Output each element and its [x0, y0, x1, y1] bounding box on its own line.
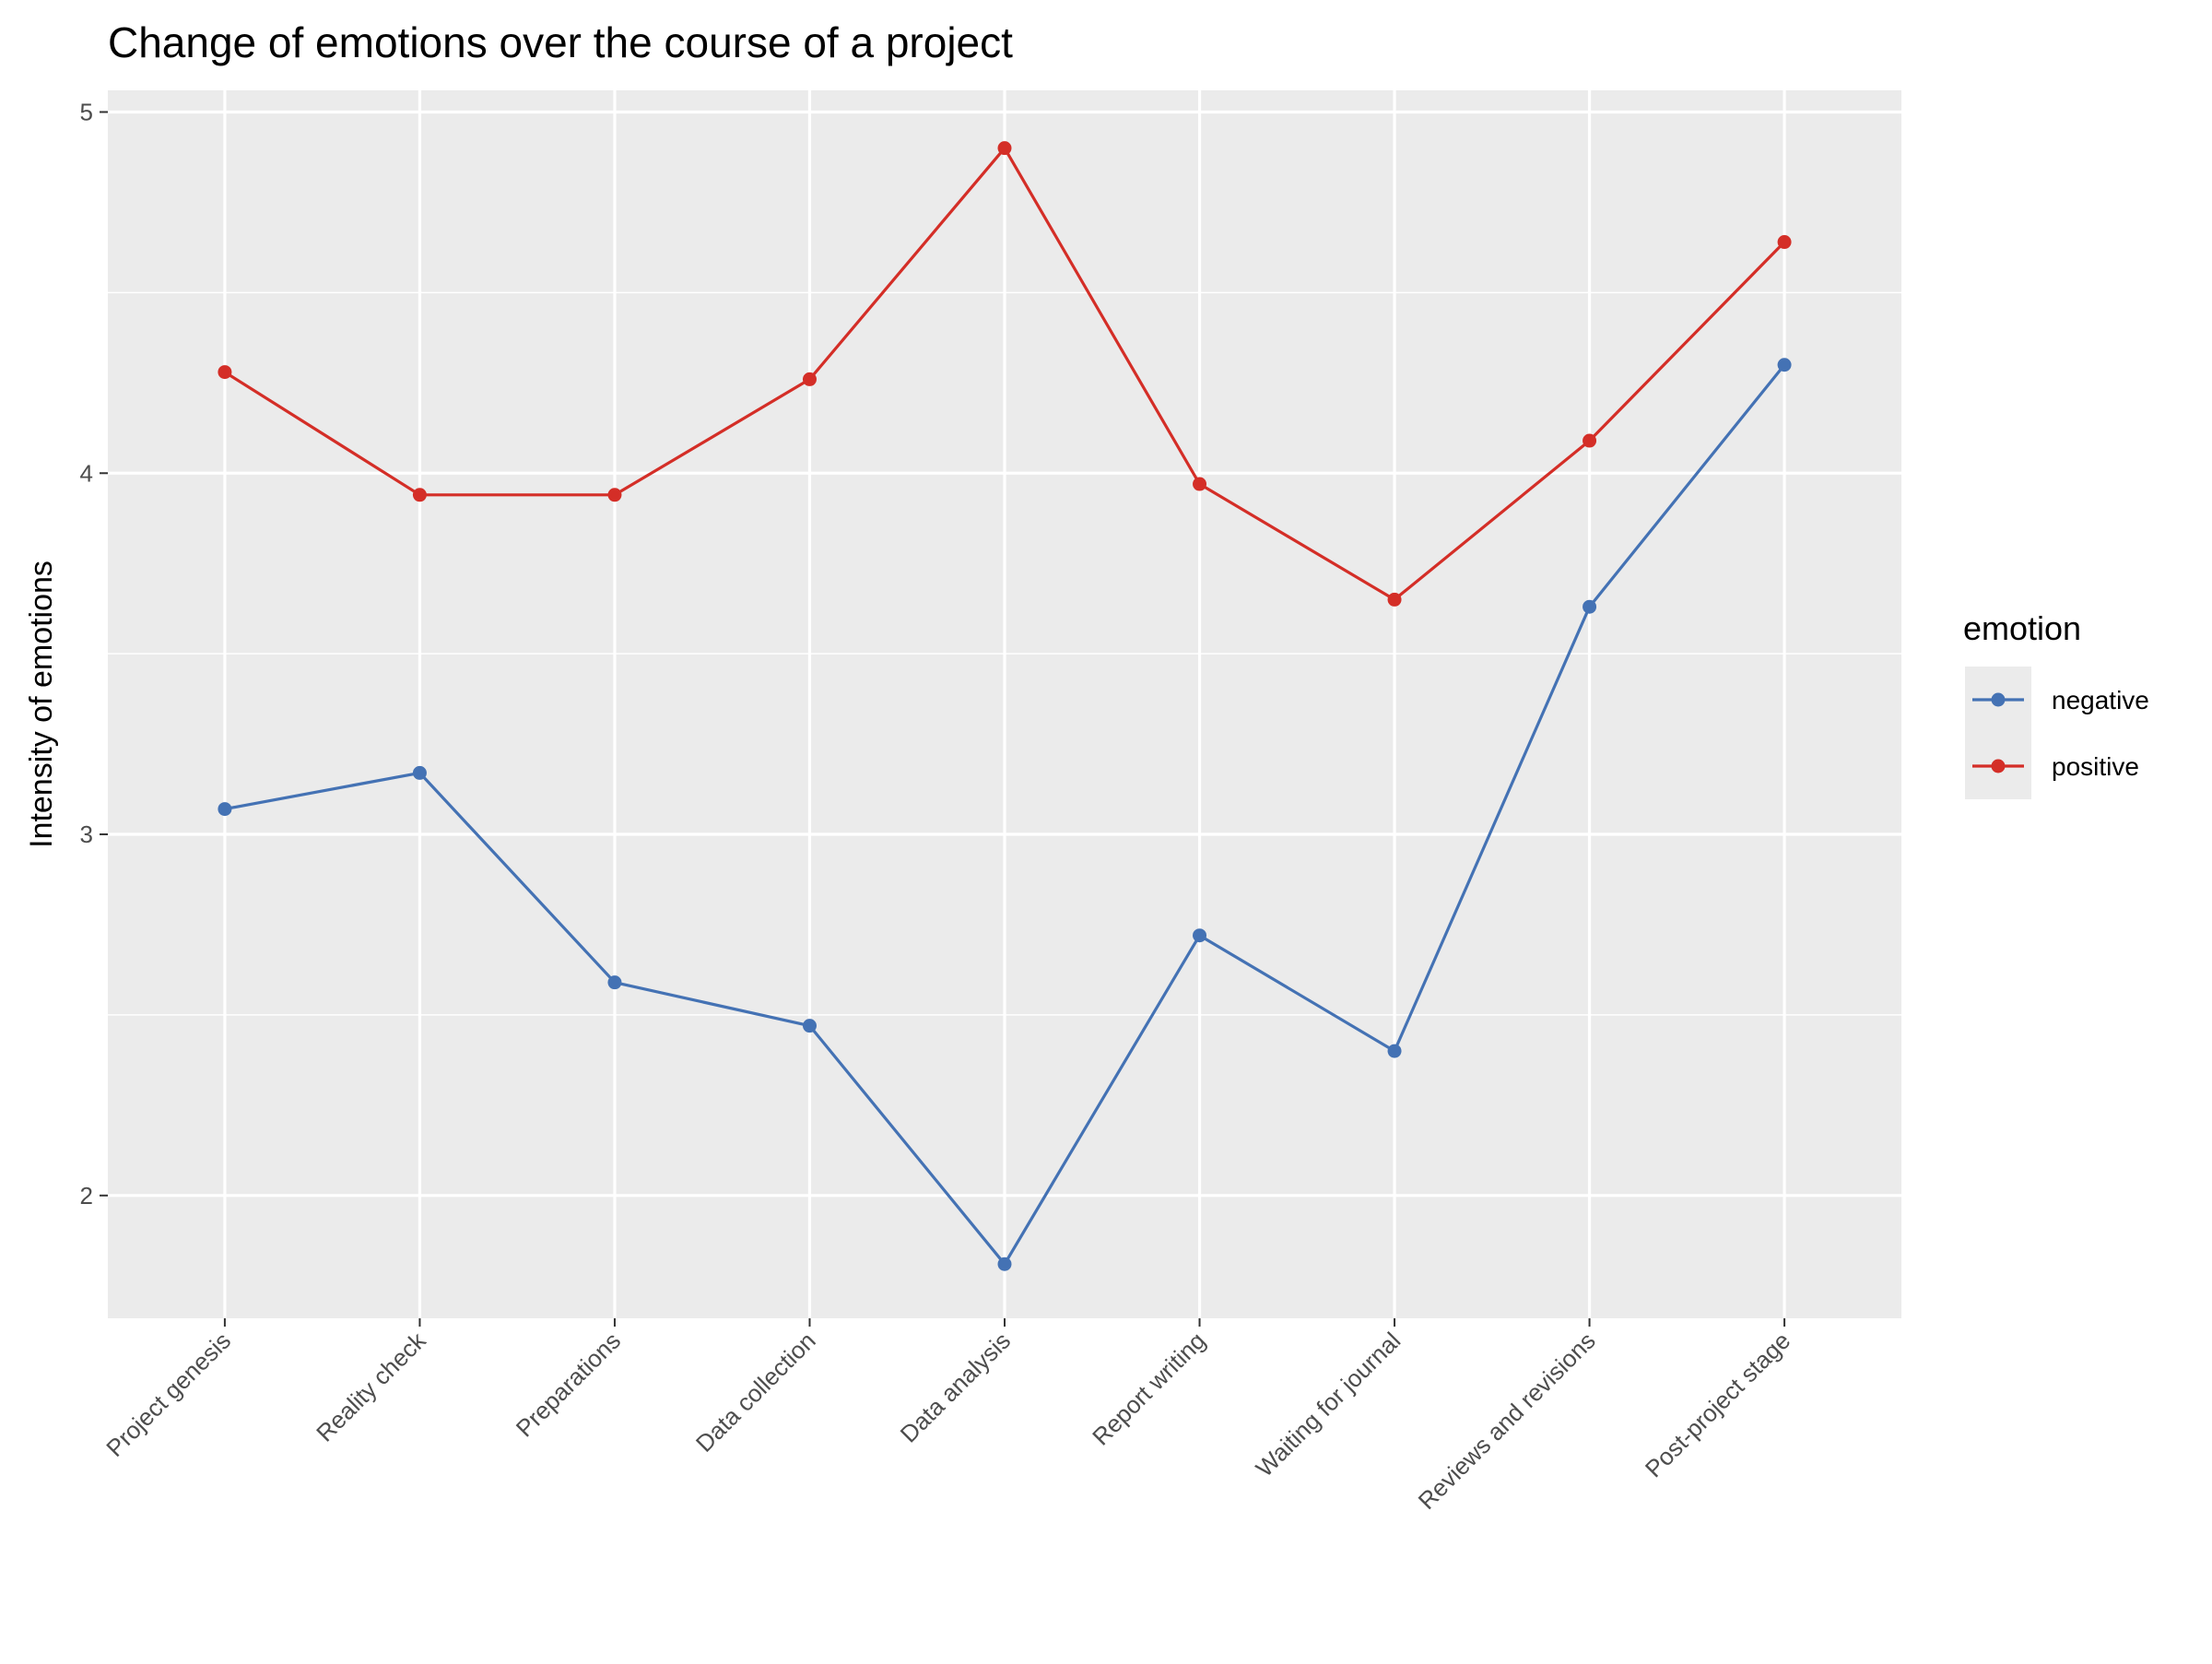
y-axis-title: Intensity of emotions [24, 561, 59, 848]
y-tick-label: 2 [80, 1182, 93, 1210]
data-point-negative [1193, 928, 1207, 943]
x-tick-label: Reality check [311, 1326, 431, 1446]
data-point-negative [1777, 358, 1792, 372]
x-tick-label: Preparations [511, 1327, 626, 1442]
x-tick-label: Reviews and revisions [1413, 1327, 1601, 1515]
data-point-positive [997, 141, 1012, 156]
legend-key-point-positive [1991, 759, 2006, 773]
axis-ticks [100, 111, 1786, 1327]
data-point-positive [1583, 433, 1597, 448]
y-tick-label: 5 [80, 99, 93, 126]
y-tick-labels: 2 3 4 5 [80, 99, 93, 1210]
data-point-negative [802, 1019, 817, 1033]
legend-key-background [1965, 667, 2031, 799]
major-gridlines [108, 90, 1901, 1318]
data-point-negative [1583, 599, 1597, 614]
x-tick-labels: Project genesis Reality check Preparations… [100, 1326, 1795, 1515]
x-tick-label: Data analysis [895, 1327, 1017, 1448]
legend-label-negative: negative [2052, 686, 2149, 714]
data-point-positive [218, 365, 232, 380]
legend: emotion negative positive [1963, 609, 2149, 799]
data-point-positive [1193, 477, 1207, 491]
legend-label-positive: positive [2052, 752, 2139, 781]
data-point-negative [218, 802, 232, 817]
legend-title: emotion [1963, 609, 2081, 647]
legend-items: negative positive [1972, 686, 2149, 781]
x-tick-label: Waiting for journal [1251, 1327, 1406, 1482]
data-point-negative [997, 1257, 1012, 1271]
x-tick-label: Report writing [1087, 1327, 1211, 1451]
legend-key-point-negative [1991, 692, 2006, 707]
data-point-positive [607, 488, 622, 502]
x-tick-label: Project genesis [100, 1327, 236, 1462]
x-tick-label: Post-project stage [1640, 1327, 1795, 1482]
y-tick-label: 3 [80, 820, 93, 848]
data-point-positive [1777, 235, 1792, 250]
data-point-negative [1387, 1044, 1402, 1058]
data-point-negative [607, 975, 622, 990]
data-point-positive [1387, 592, 1402, 607]
x-tick-label: Data collection [690, 1327, 821, 1457]
data-point-negative [412, 765, 427, 780]
data-point-positive [802, 372, 817, 386]
data-point-positive [412, 488, 427, 502]
chart-title: Change of emotions over the course of a … [108, 18, 1013, 66]
y-tick-label: 4 [80, 459, 93, 487]
series-layer [218, 141, 1792, 1271]
